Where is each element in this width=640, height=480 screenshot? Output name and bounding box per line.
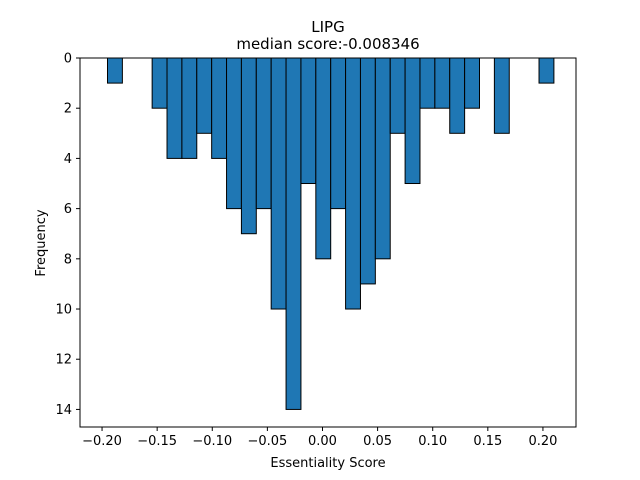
histogram-bar-19 (419, 57, 436, 109)
histogram-bar-8 (255, 57, 272, 210)
histogram-bar-1 (151, 57, 168, 109)
histogram-bar-11 (300, 57, 317, 185)
x-tick-label: 0.10 (418, 434, 447, 449)
histogram-bar-10 (285, 57, 302, 410)
histogram-bar-13 (330, 57, 347, 210)
histogram-bar-5 (211, 57, 228, 159)
y-axis-ticks: 0 2 4 6 8 10 12 14 (55, 52, 80, 418)
y-tick-label: 6 (64, 202, 72, 217)
histogram-bar-20 (434, 57, 451, 109)
histogram-bar-14 (345, 57, 361, 310)
histogram-bar-15 (359, 57, 376, 285)
plot-frame (79, 57, 577, 428)
x-tick-label: 0.20 (528, 434, 557, 449)
histogram-bar-17 (389, 57, 406, 134)
y-tick-label: 14 (55, 403, 72, 418)
y-tick-label: 0 (64, 52, 72, 67)
x-tick-label: −0.15 (137, 434, 177, 449)
histogram-bar-9 (270, 57, 287, 310)
histogram-bar-24 (538, 57, 555, 84)
y-tick-label: 2 (64, 102, 72, 117)
histogram-bar-2 (166, 57, 183, 159)
bars-group (107, 57, 555, 410)
histogram-bar-18 (404, 57, 421, 185)
x-axis-label: Essentiality Score (270, 456, 385, 471)
x-tick-label: 0.05 (363, 434, 392, 449)
histogram-bar-22 (464, 57, 481, 109)
y-tick-label: 4 (64, 152, 72, 167)
chart-subtitle: median score:-0.008346 (236, 35, 419, 53)
histogram-bar-4 (196, 57, 213, 134)
histogram-bar-12 (315, 57, 332, 260)
x-tick-label: 0.00 (308, 434, 337, 449)
x-tick-label: −0.20 (82, 434, 122, 449)
histogram-bar-3 (181, 57, 198, 159)
x-tick-label: −0.10 (192, 434, 232, 449)
histogram-bar-6 (226, 57, 242, 210)
histogram-bar-16 (374, 57, 391, 260)
histogram-bar-7 (240, 57, 257, 235)
x-tick-label: 0.15 (473, 434, 502, 449)
histogram-bar-21 (449, 57, 466, 134)
histogram-bar-23 (493, 57, 510, 134)
y-tick-label: 12 (55, 353, 72, 368)
x-tick-label: −0.05 (247, 434, 287, 449)
y-tick-label: 10 (55, 303, 72, 318)
y-axis-label: Frequency (34, 209, 49, 276)
histogram-bar-0 (107, 57, 123, 84)
chart-title: LIPG (311, 18, 344, 36)
x-axis-ticks: −0.20 −0.15 −0.10 −0.05 0.00 0.05 0.10 0.15 0.20 (82, 427, 557, 449)
y-tick-label: 8 (64, 252, 72, 267)
